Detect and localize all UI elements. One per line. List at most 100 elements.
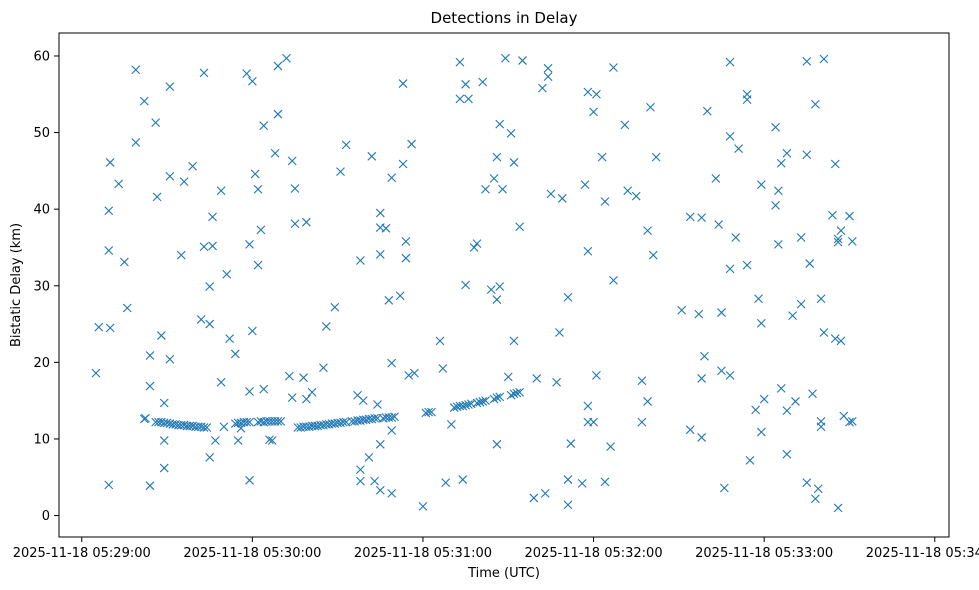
- data-point: [356, 256, 365, 265]
- data-point: [230, 349, 240, 359]
- data-point: [813, 484, 823, 494]
- data-point: [714, 220, 724, 229]
- data-point: [802, 56, 812, 66]
- data-point: [609, 63, 618, 72]
- data-point: [259, 384, 269, 394]
- data-point: [583, 401, 593, 411]
- data-point: [104, 246, 114, 255]
- data-point: [122, 303, 132, 313]
- data-point: [461, 400, 471, 410]
- data-point: [319, 363, 328, 373]
- chart-title: Detections in Delay: [431, 9, 578, 27]
- data-point: [492, 439, 502, 449]
- data-point: [810, 494, 820, 504]
- data-point: [600, 477, 610, 487]
- data-point: [589, 107, 598, 117]
- data-point: [219, 422, 229, 432]
- y-tick-label: 20: [33, 356, 50, 371]
- data-point: [387, 358, 397, 368]
- data-point: [776, 384, 786, 393]
- data-point: [159, 436, 169, 445]
- data-point: [131, 138, 141, 147]
- data-point: [552, 377, 561, 387]
- data-point: [563, 292, 573, 302]
- x-axis-label: Time (UTC): [467, 566, 540, 581]
- data-point: [267, 436, 277, 445]
- data-point: [176, 250, 186, 260]
- data-point: [225, 334, 234, 344]
- data-point: [751, 405, 761, 415]
- data-point: [623, 186, 633, 196]
- data-point: [458, 475, 468, 484]
- data-point: [796, 233, 806, 242]
- data-point: [847, 236, 857, 246]
- data-point: [756, 427, 766, 437]
- x-tick-label: 2025-11-18 05:34:00: [866, 546, 979, 561]
- data-point: [424, 407, 434, 417]
- data-point: [188, 161, 198, 171]
- data-point: [290, 184, 300, 193]
- x-tick-label: 2025-11-18 05:31:00: [354, 546, 492, 561]
- data-point: [745, 456, 755, 465]
- data-point: [159, 398, 169, 408]
- data-point: [407, 139, 416, 149]
- data-point: [700, 351, 709, 361]
- data-point: [810, 99, 820, 109]
- data-point: [492, 152, 502, 162]
- data-point: [301, 217, 311, 227]
- data-point: [222, 269, 232, 279]
- data-point: [756, 318, 766, 328]
- data-point: [771, 122, 780, 132]
- data-point: [464, 94, 473, 104]
- y-tick-label: 0: [42, 509, 50, 524]
- data-point: [782, 406, 792, 416]
- data-point: [395, 291, 405, 301]
- data-point: [606, 442, 616, 452]
- data-point: [245, 240, 254, 249]
- data-point: [725, 264, 735, 274]
- data-point: [577, 478, 587, 488]
- data-point: [583, 87, 593, 97]
- data-point: [532, 374, 542, 383]
- data-point: [472, 239, 482, 249]
- data-point: [828, 210, 837, 220]
- y-tick-label: 40: [33, 203, 50, 218]
- data-point: [833, 237, 843, 247]
- data-point: [242, 69, 252, 78]
- data-point: [742, 260, 752, 270]
- data-point: [489, 174, 499, 183]
- data-point: [455, 57, 465, 67]
- data-point: [370, 476, 380, 486]
- data-point: [387, 488, 397, 498]
- data-point: [282, 53, 291, 63]
- data-point: [358, 396, 368, 406]
- data-point: [685, 425, 695, 435]
- data-point: [273, 416, 283, 426]
- data-point: [233, 436, 243, 445]
- x-tick-label: 2025-11-18 05:30:00: [183, 546, 321, 561]
- data-point: [563, 475, 573, 484]
- data-point: [287, 156, 297, 166]
- data-point: [637, 376, 647, 386]
- data-point: [273, 61, 283, 71]
- data-point: [384, 295, 394, 305]
- data-point: [501, 53, 510, 63]
- data-point: [270, 148, 280, 158]
- data-point: [637, 417, 647, 427]
- data-point: [156, 331, 166, 340]
- data-point: [410, 368, 419, 378]
- data-point: [373, 400, 382, 409]
- data-point: [196, 315, 206, 324]
- data-point: [216, 186, 226, 196]
- data-point: [719, 483, 729, 493]
- data-point: [651, 152, 661, 162]
- data-point: [555, 328, 564, 337]
- data-point: [199, 68, 209, 78]
- data-point: [469, 243, 479, 252]
- data-point: [697, 374, 707, 383]
- data-point: [472, 398, 482, 408]
- data-point: [253, 184, 263, 194]
- data-point: [341, 140, 351, 150]
- data-point: [592, 89, 601, 99]
